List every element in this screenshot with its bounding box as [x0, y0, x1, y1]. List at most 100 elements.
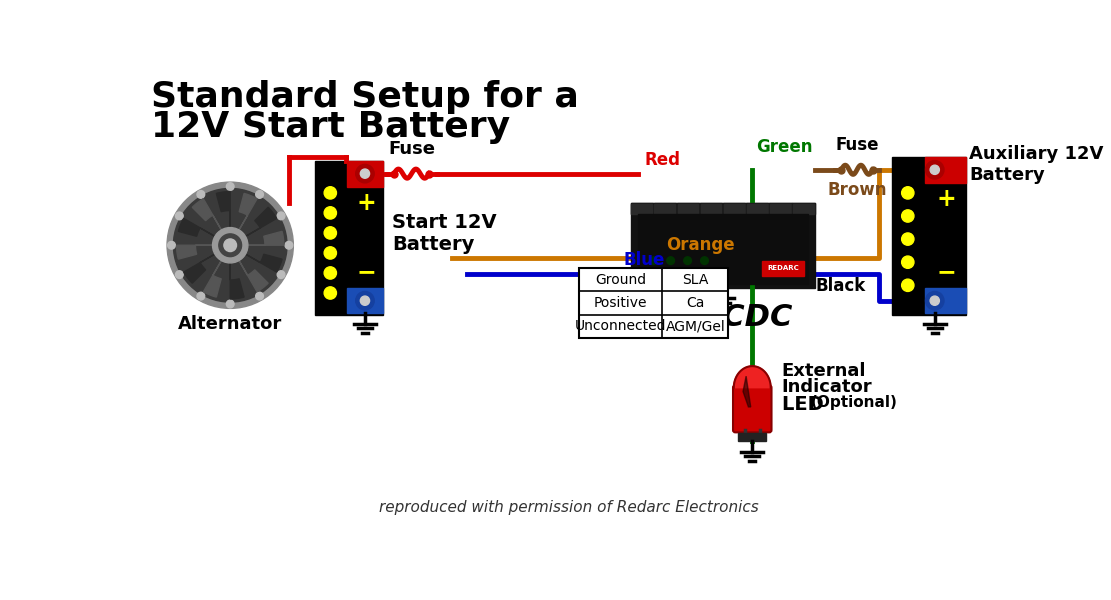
Text: Battery: Battery [970, 166, 1045, 184]
Circle shape [902, 279, 914, 292]
Polygon shape [230, 245, 282, 272]
Text: Orange: Orange [665, 236, 734, 254]
Bar [770, 205, 791, 214]
Bar [723, 205, 744, 214]
Text: +: + [937, 187, 957, 211]
Text: BCDC: BCDC [700, 303, 793, 332]
Polygon shape [183, 245, 230, 283]
Bar [761, 260, 804, 276]
Text: +: + [357, 191, 377, 215]
Text: Unconnected: Unconnected [574, 319, 667, 333]
Text: Positive: Positive [594, 296, 648, 310]
Text: Start 12V
Battery: Start 12V Battery [392, 213, 497, 254]
Circle shape [212, 227, 248, 263]
Circle shape [701, 257, 709, 265]
Circle shape [925, 161, 944, 179]
Bar [348, 289, 382, 313]
Text: Alternator: Alternator [178, 314, 282, 332]
Text: REDARC: REDARC [768, 265, 799, 271]
Circle shape [930, 296, 940, 305]
Circle shape [197, 292, 204, 300]
Polygon shape [733, 366, 771, 388]
Circle shape [925, 292, 944, 310]
Bar [924, 289, 965, 313]
Circle shape [219, 234, 241, 257]
Polygon shape [230, 232, 284, 245]
Bar [314, 161, 382, 314]
Circle shape [176, 212, 183, 220]
Text: 12V Start Battery: 12V Start Battery [151, 110, 510, 145]
Text: Auxiliary 12V: Auxiliary 12V [970, 145, 1103, 163]
Circle shape [324, 287, 337, 299]
Polygon shape [230, 245, 244, 299]
Circle shape [173, 188, 287, 302]
Polygon shape [230, 245, 268, 292]
Text: Blue: Blue [624, 251, 665, 269]
Circle shape [278, 271, 284, 278]
Bar [792, 203, 814, 214]
Bar [579, 268, 729, 338]
Text: Ground: Ground [595, 273, 647, 287]
Text: Ca: Ca [687, 296, 704, 310]
Circle shape [324, 247, 337, 259]
Circle shape [356, 164, 374, 183]
Circle shape [683, 257, 691, 265]
Text: Fuse: Fuse [388, 140, 436, 158]
Circle shape [902, 256, 914, 268]
Circle shape [224, 239, 237, 251]
Bar [924, 157, 965, 183]
Circle shape [278, 212, 284, 220]
Text: Red: Red [644, 151, 681, 169]
FancyBboxPatch shape [733, 385, 771, 433]
Text: −: − [937, 260, 957, 284]
Text: LED: LED [781, 395, 830, 415]
Bar [723, 203, 745, 214]
Polygon shape [179, 218, 230, 245]
Circle shape [256, 191, 263, 198]
Bar [701, 205, 721, 214]
Bar [769, 203, 791, 214]
Text: Brown: Brown [828, 181, 887, 199]
Bar [631, 203, 653, 214]
Text: AGM/Gel: AGM/Gel [665, 319, 725, 333]
Circle shape [324, 187, 337, 199]
Bar [747, 203, 769, 214]
Bar [654, 205, 675, 214]
Circle shape [324, 227, 337, 239]
Bar [739, 433, 767, 441]
Circle shape [667, 257, 674, 265]
Circle shape [360, 296, 370, 305]
Circle shape [650, 257, 658, 265]
Text: Black: Black [815, 277, 865, 295]
Text: Green: Green [757, 137, 812, 155]
Polygon shape [217, 191, 230, 245]
Text: Fuse: Fuse [835, 136, 879, 154]
Polygon shape [230, 193, 257, 245]
Text: Indicator: Indicator [781, 377, 872, 395]
Bar [653, 203, 675, 214]
Bar [700, 203, 722, 214]
Circle shape [256, 292, 263, 300]
Polygon shape [743, 376, 751, 407]
Bar [678, 205, 699, 214]
Polygon shape [203, 245, 230, 297]
Bar [631, 205, 652, 214]
Circle shape [286, 241, 293, 249]
Bar [348, 161, 382, 187]
Polygon shape [192, 199, 230, 245]
Circle shape [167, 182, 293, 308]
Bar [639, 214, 808, 284]
Bar [892, 157, 965, 314]
Text: External: External [781, 362, 865, 380]
Circle shape [168, 241, 176, 249]
Circle shape [227, 300, 234, 308]
Circle shape [902, 233, 914, 245]
Polygon shape [177, 245, 230, 259]
Text: SLA: SLA [682, 273, 709, 287]
Bar [747, 205, 768, 214]
Circle shape [360, 169, 370, 178]
Text: (Optional): (Optional) [811, 395, 898, 410]
Circle shape [902, 210, 914, 222]
Circle shape [324, 267, 337, 279]
Bar [631, 203, 815, 287]
